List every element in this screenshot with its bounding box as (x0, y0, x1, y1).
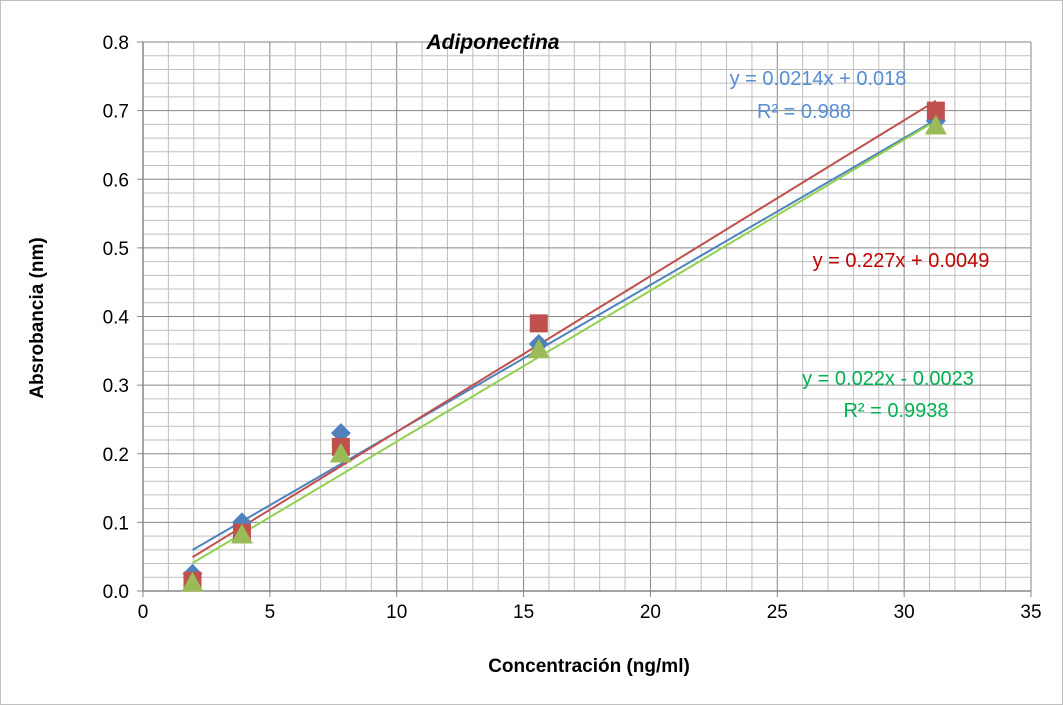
trendline-series-1 (191, 118, 937, 551)
y-tick-label: 0.7 (103, 102, 129, 123)
equation-series-3: y = 0.022x - 0.0023 (802, 368, 974, 390)
y-tick-label: 0.0 (103, 582, 129, 603)
data-points (181, 101, 947, 592)
x-axis-title: Concentración (ng/ml) (488, 656, 690, 677)
y-tick-label: 0.3 (103, 376, 129, 397)
trendlines (191, 99, 937, 564)
point-series-3 (924, 114, 947, 135)
x-tick-label: 35 (1020, 602, 1041, 623)
r2-series-1: R² = 0.988 (757, 101, 851, 123)
equation-series-1: y = 0.0214x + 0.018 (730, 68, 907, 90)
x-tick-label: 5 (265, 602, 276, 623)
point-series-3 (181, 571, 204, 592)
x-tick-label: 15 (513, 602, 534, 623)
x-tick-label: 25 (767, 602, 788, 623)
x-tick-label: 20 (640, 602, 661, 623)
x-tick-label: 0 (138, 602, 149, 623)
x-tick-label: 10 (386, 602, 407, 623)
trendline-series-2 (191, 99, 937, 559)
trendline-series-3 (191, 119, 937, 564)
point-series-2 (926, 101, 945, 120)
tick-labels: 0 5 10 15 20 25 30 35 0.0 0.1 0.2 0.3 0.4 0.5 0.6 0.7 0.… (103, 33, 1042, 623)
y-axis-title: Absrobancia (nm) (27, 237, 48, 399)
grid-lines (142, 41, 1032, 592)
point-series-3 (329, 442, 352, 463)
point-series-3 (230, 523, 253, 544)
point-series-2 (529, 314, 548, 333)
point-series-3 (527, 338, 550, 359)
r2-series-3: R² = 0.9938 (843, 400, 948, 422)
y-tick-label: 0.1 (103, 513, 129, 534)
y-tick-label: 0.2 (103, 445, 129, 466)
equation-series-2: y = 0.227x + 0.0049 (813, 250, 990, 272)
y-tick-label: 0.5 (103, 239, 129, 260)
y-tick-label: 0.8 (103, 33, 129, 54)
x-tick-label: 30 (894, 602, 915, 623)
axes (137, 41, 1032, 597)
y-tick-label: 0.4 (103, 308, 130, 329)
chart-title: Adiponectina (425, 31, 559, 54)
y-tick-label: 0.6 (103, 170, 129, 191)
